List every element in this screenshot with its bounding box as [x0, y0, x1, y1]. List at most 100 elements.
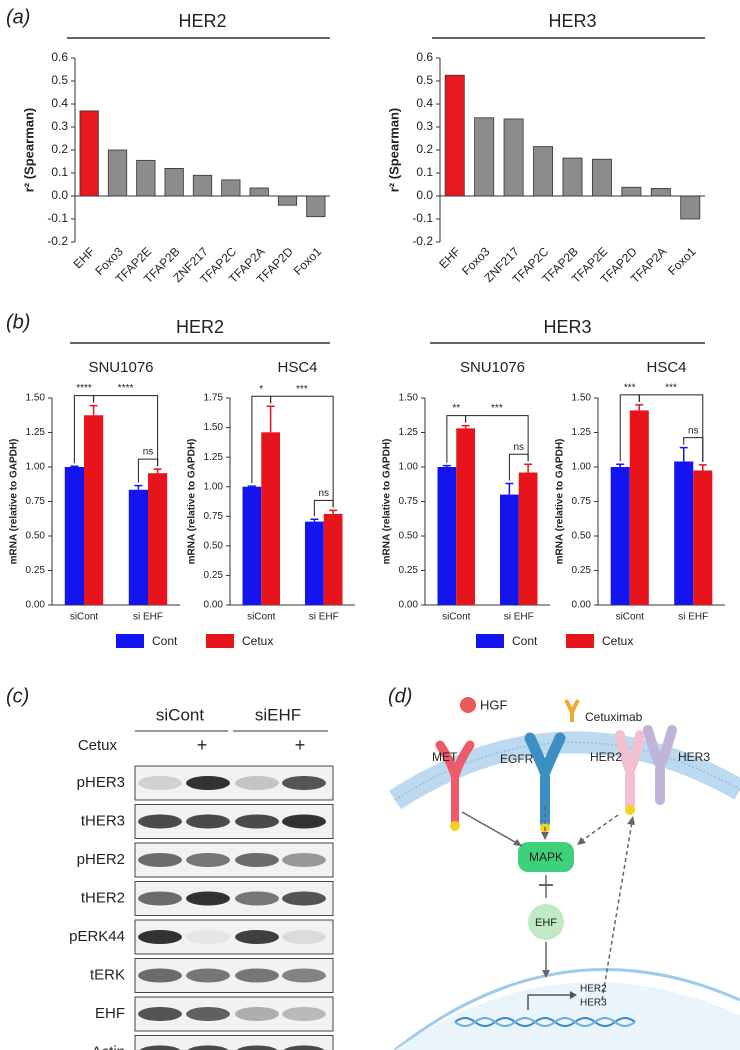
- bar: [306, 195, 326, 218]
- significance-bracket: [508, 453, 529, 481]
- blot-band: [282, 853, 326, 867]
- y-tick-label: 0.25: [572, 565, 592, 576]
- panel-label: (d): [388, 685, 412, 707]
- y-tick-label: 0.3: [51, 119, 68, 133]
- error-bar: [442, 464, 451, 467]
- egfr-stem: [540, 772, 550, 828]
- x-tick-label: si EHF: [309, 612, 339, 623]
- error-bar: [616, 463, 625, 467]
- legend-swatch: [566, 634, 594, 648]
- arrowhead: [513, 839, 522, 846]
- bar: [456, 428, 475, 605]
- y-tick-label: 0.2: [416, 142, 433, 156]
- chart-title: SNU1076: [88, 359, 153, 376]
- error-bar: [679, 446, 688, 462]
- x-tick-label: siCont: [616, 612, 645, 623]
- her3-stem: [655, 765, 665, 805]
- y-tick-label: 0.0: [51, 188, 68, 202]
- column-label: siCont: [156, 705, 204, 724]
- significance-label: ns: [143, 447, 154, 458]
- blot-band: [283, 1045, 325, 1050]
- chart-title: HER3: [548, 11, 596, 31]
- diagram-label: EGFR: [500, 752, 534, 766]
- significance-bracket: [465, 415, 529, 462]
- bar: [629, 410, 649, 605]
- bar: [242, 486, 262, 605]
- x-tick-label: siCont: [442, 612, 471, 623]
- blot-band: [138, 853, 182, 867]
- error-bar: [505, 482, 514, 495]
- bar: [518, 472, 538, 605]
- y-tick-label: 0.75: [26, 496, 46, 507]
- y-tick-label: -0.1: [412, 211, 433, 225]
- blot-band: [186, 853, 230, 867]
- y-axis-label: mRNA (relative to GAPDH): [187, 439, 198, 565]
- chart-title: HSC4: [646, 359, 686, 376]
- row-label: pERK44: [69, 928, 125, 945]
- y-tick-label: 1.25: [26, 427, 46, 438]
- row-label: EHF: [95, 1005, 125, 1022]
- ehf-node: [528, 904, 564, 940]
- blot-band: [138, 968, 182, 983]
- x-tick-label: si EHF: [133, 612, 163, 623]
- blot-frame: [134, 1035, 334, 1050]
- row-label: pHER3: [77, 774, 125, 791]
- y-tick-label: 0.75: [204, 511, 224, 522]
- legend-label: Cont: [512, 634, 538, 648]
- error-bar: [524, 463, 533, 473]
- chart-title: HER2: [178, 11, 226, 31]
- bar: [79, 110, 99, 197]
- bar: [305, 521, 324, 605]
- legend-swatch: [206, 634, 234, 648]
- bar: [249, 187, 269, 197]
- significance-label: ns: [513, 442, 524, 453]
- y-tick-label: 0.00: [572, 600, 592, 611]
- bar: [680, 195, 701, 220]
- blot-band: [186, 814, 230, 829]
- y-tick-label: 1.25: [204, 452, 224, 463]
- membrane-line: [394, 741, 740, 801]
- bar: [650, 188, 671, 197]
- significance-label: ****: [76, 383, 92, 394]
- error-bar: [70, 465, 79, 468]
- arrowhead: [577, 837, 586, 845]
- nucleus: [394, 968, 740, 1050]
- her2-stem: [625, 770, 635, 810]
- x-tick-label: si EHF: [504, 612, 534, 623]
- significance-bracket: [683, 437, 704, 462]
- significance-label: ***: [296, 384, 308, 395]
- panel-label: (b): [6, 311, 30, 333]
- blot-band: [138, 930, 182, 944]
- y-tick-label: 1.50: [26, 393, 46, 404]
- y-tick-label: 0.4: [416, 96, 433, 110]
- her2-kinase: [625, 805, 635, 815]
- blot-band: [187, 1045, 229, 1050]
- dna: [454, 1017, 636, 1027]
- row-label: Actin: [92, 1043, 125, 1050]
- diagram-label: HER2: [580, 984, 607, 995]
- y-tick-label: 1.50: [572, 393, 592, 404]
- column-label: siEHF: [255, 705, 301, 724]
- blot-band: [138, 814, 182, 829]
- mapk-node: [518, 842, 574, 872]
- blot-band: [282, 1007, 326, 1021]
- y-tick-label: 0.75: [399, 496, 419, 507]
- significance-label: ***: [665, 383, 677, 394]
- met-kinase: [450, 821, 460, 831]
- blot-band: [186, 1007, 230, 1021]
- bar: [610, 467, 630, 605]
- arrowhead: [542, 970, 550, 978]
- arrow: [461, 811, 523, 847]
- bar: [503, 118, 524, 197]
- y-tick-label: 0.0: [416, 188, 433, 202]
- y-tick-label: 0.3: [416, 119, 433, 133]
- y-tick-label: 0.6: [416, 50, 433, 64]
- bar: [621, 186, 642, 197]
- y-tick-label: 1.75: [204, 393, 224, 404]
- bar: [64, 467, 84, 605]
- blot-band: [236, 1045, 278, 1050]
- y-axis-label: r² (Spearman): [21, 108, 36, 193]
- blot-band: [282, 968, 326, 983]
- group-title: HER3: [543, 317, 591, 337]
- y-tick-label: 1.00: [572, 462, 592, 473]
